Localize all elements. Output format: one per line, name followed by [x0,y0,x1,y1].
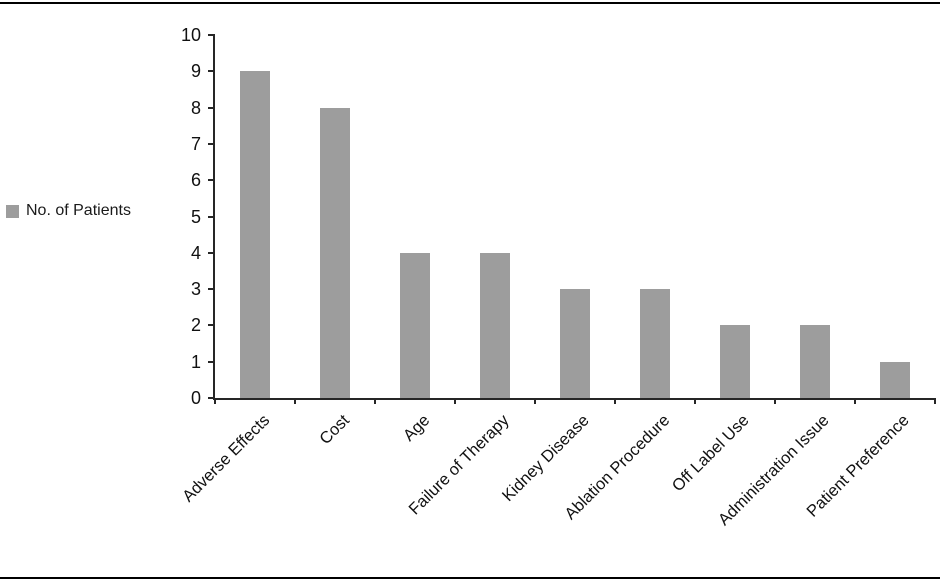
y-axis-tick-mark [208,360,215,363]
bar-age [400,252,430,398]
y-axis-tick-mark [208,215,215,218]
x-axis-tick-mark [374,398,376,404]
y-axis-tick-mark [208,34,215,36]
y-axis-tick-label: 10 [180,25,201,45]
bar-failure-of-therapy [480,252,510,398]
x-axis-tick-label: Kidney Disease [499,411,594,506]
x-axis-tick-mark [454,398,456,404]
y-axis-tick-label: 8 [190,97,201,118]
figure-top-rule [0,2,940,4]
x-axis-tick-label: Cost [316,411,354,449]
x-axis-tick-mark [614,398,616,404]
x-axis-tick-mark [534,398,536,404]
y-axis-tick-mark [208,142,215,145]
figure-bottom-rule [0,577,940,579]
y-axis-tick-mark [208,179,215,182]
y-axis-tick-label: 7 [190,133,201,154]
x-axis-tick-label: Off Label Use [669,411,754,496]
y-axis-tick-label: 6 [190,170,201,191]
bar-adverse-effects [240,71,270,398]
bar-off-label-use [720,325,750,398]
plot-area: 0 1 2 3 4 5 6 7 8 9 10 Adverse Effects Cost Age Failur… [179,26,936,529]
y-axis-tick-label: 0 [190,388,201,408]
y-axis-tick-label: 5 [190,206,201,227]
x-axis-tick-mark [854,398,856,404]
x-axis-tick-mark [934,398,936,404]
y-axis-tick-mark [208,288,215,291]
legend-label: No. of Patients [26,202,131,219]
bar-kidney-disease [560,289,590,398]
x-axis-tick-mark [694,398,696,404]
bar-administration-issue [800,325,830,398]
y-axis-tick-mark [208,106,215,109]
x-axis-tick-label: Age [399,411,434,445]
y-axis-tick-mark [208,70,215,73]
y-axis-tick-label: 4 [190,242,201,263]
y-axis-tick-label: 2 [190,315,201,336]
x-axis-tick-mark [774,398,776,404]
y-axis-tick-mark [208,397,215,399]
bar-patient-preference [880,361,910,398]
x-axis-tick-mark [294,398,296,404]
y-axis-tick-mark [208,251,215,254]
x-axis-tick-mark [214,398,216,404]
y-axis-tick-label: 1 [190,351,201,372]
y-axis-tick-label: 3 [190,279,201,300]
legend-swatch-icon [6,204,19,218]
bar-cost [320,107,350,398]
chart-legend: No. of Patients [6,202,131,220]
y-axis-tick-mark [208,324,215,327]
x-axis-tick-label: Adverse Effects [178,411,274,506]
bar-ablation-procedure [640,289,670,398]
y-axis-tick-label: 9 [190,61,201,82]
